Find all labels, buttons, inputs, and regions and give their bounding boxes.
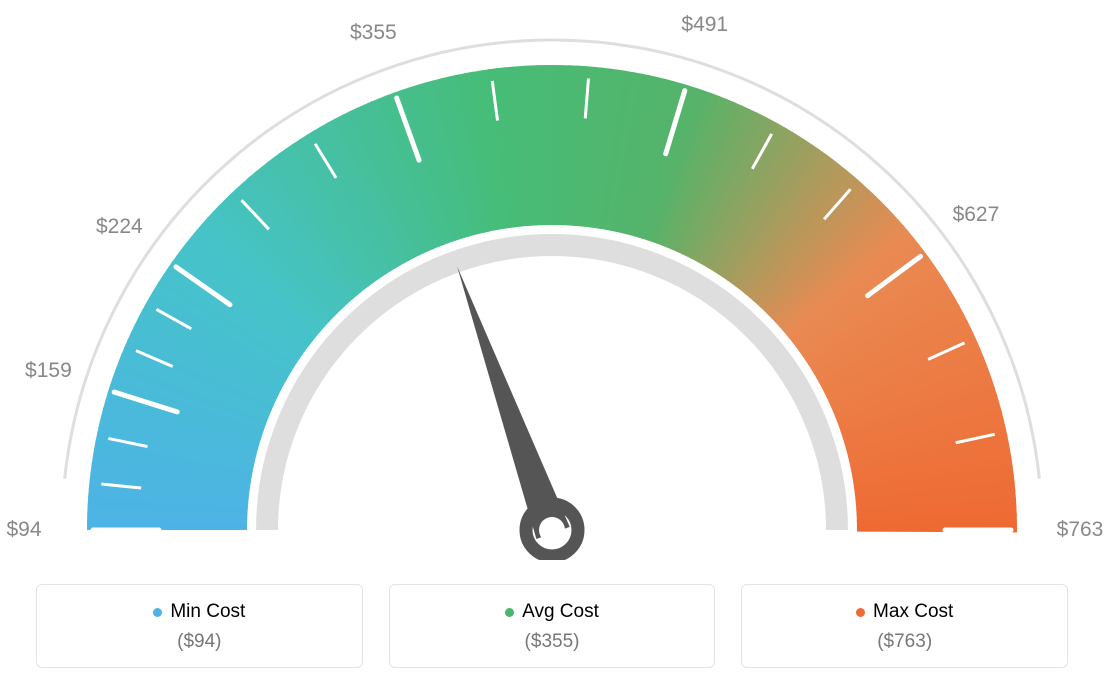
tick-label: $491 <box>681 13 728 37</box>
gauge-band <box>87 65 1017 532</box>
legend-value-avg: ($355) <box>400 631 705 653</box>
tick-label: $159 <box>25 359 72 383</box>
tick-label: $94 <box>6 518 41 542</box>
tick-label: $763 <box>1057 518 1104 542</box>
legend-title-avg: Avg Cost <box>505 601 599 623</box>
dot-icon <box>856 608 865 617</box>
dot-icon <box>153 608 162 617</box>
dot-icon <box>505 608 514 617</box>
legend-title-max: Max Cost <box>856 601 953 623</box>
legend-label: Min Cost <box>170 601 245 623</box>
needle-hub-inner <box>539 517 565 543</box>
gauge-svg <box>0 0 1104 560</box>
legend-value-max: ($763) <box>752 631 1057 653</box>
legend-title-min: Min Cost <box>153 601 245 623</box>
legend-value-min: ($94) <box>47 631 352 653</box>
legend-card-avg: Avg Cost ($355) <box>389 584 716 668</box>
tick-label: $224 <box>96 215 143 239</box>
tick-label: $355 <box>350 21 397 45</box>
legend-card-max: Max Cost ($763) <box>741 584 1068 668</box>
tick-label: $627 <box>953 203 1000 227</box>
legend-label: Avg Cost <box>522 601 599 623</box>
gauge-chart: $94 $159 $224 $355 $491 $627 $763 <box>0 0 1104 560</box>
legend-row: Min Cost ($94) Avg Cost ($355) Max Cost … <box>0 584 1104 668</box>
legend-card-min: Min Cost ($94) <box>36 584 363 668</box>
legend-label: Max Cost <box>873 601 953 623</box>
